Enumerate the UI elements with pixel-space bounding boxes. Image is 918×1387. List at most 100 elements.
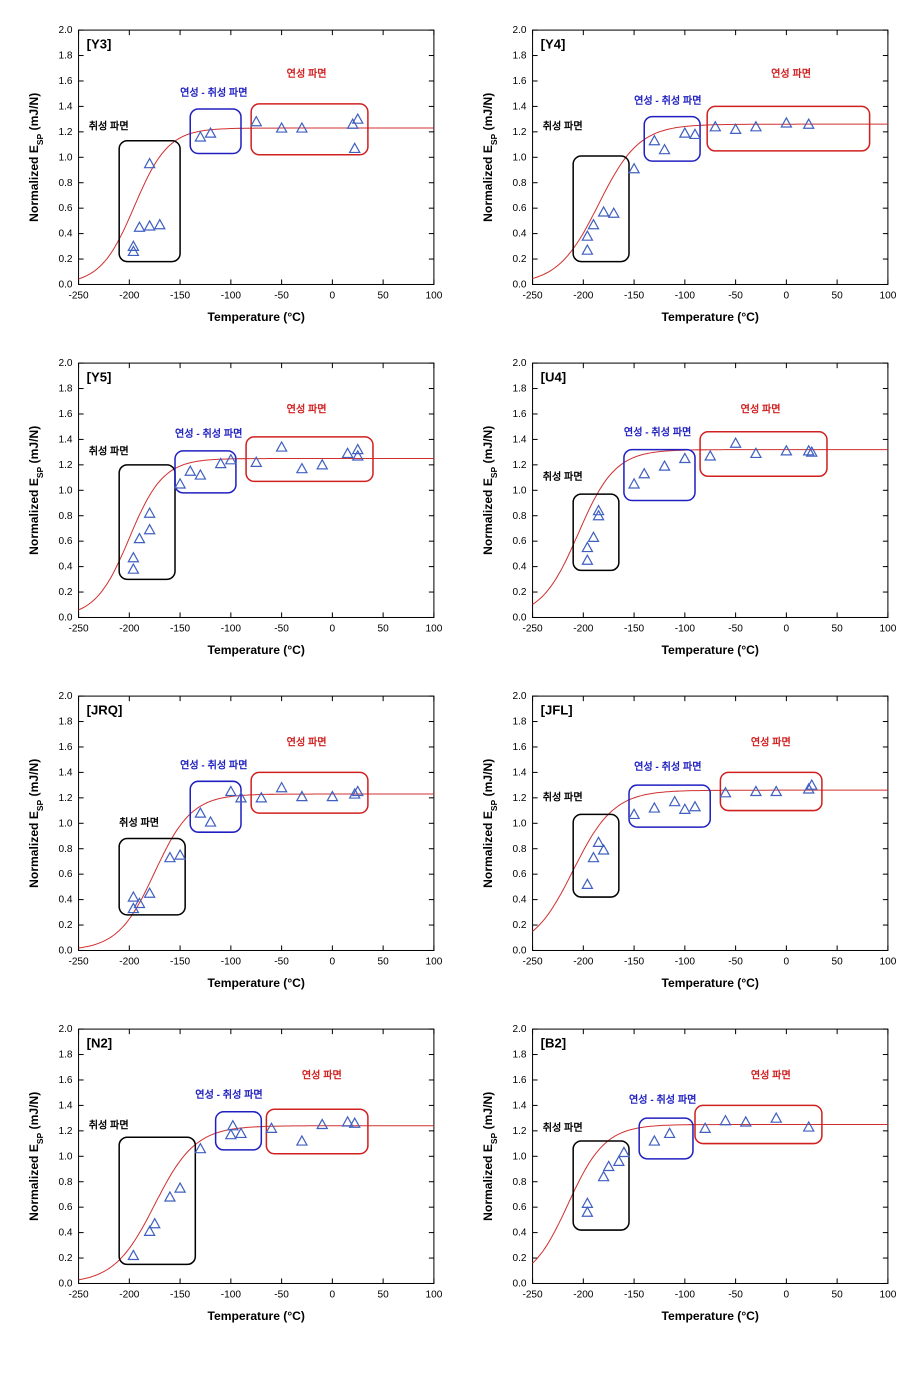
- x-tick-label: -50: [274, 1289, 289, 1300]
- x-tick-label: -100: [221, 291, 242, 302]
- region-label-ductile: 연성 파면: [287, 67, 327, 80]
- y-tick-label: 1.8: [58, 1049, 72, 1060]
- region-label-transition: 연성 - 취성 파면: [629, 1093, 696, 1106]
- x-tick-label: 50: [378, 1289, 390, 1300]
- y-tick-label: 1.4: [512, 767, 526, 778]
- x-tick-label: -200: [573, 956, 594, 967]
- x-axis-label: Temperature (°C): [661, 310, 758, 324]
- x-tick-label: 50: [378, 956, 390, 967]
- y-tick-label: 0.0: [58, 612, 72, 623]
- y-tick-label: 1.6: [58, 76, 72, 87]
- chart-panel-u4: -250-200-150-100-500501000.00.20.40.60.8…: [474, 353, 898, 666]
- y-tick-label: 0.2: [512, 254, 526, 265]
- plot-border: [533, 363, 888, 617]
- x-tick-label: -200: [573, 1289, 594, 1300]
- y-tick-label: 1.2: [58, 1126, 72, 1137]
- y-tick-label: 0.0: [58, 1278, 72, 1289]
- x-tick-label: -150: [170, 624, 191, 635]
- x-tick-label: 50: [832, 1289, 844, 1300]
- panel-id-label: [JRQ]: [87, 702, 123, 717]
- y-tick-label: 1.0: [58, 485, 72, 496]
- y-tick-label: 0.6: [512, 203, 526, 214]
- x-axis-label: Temperature (°C): [661, 1309, 758, 1323]
- y-tick-label: 0.2: [58, 920, 72, 931]
- x-tick-label: -250: [68, 956, 89, 967]
- y-tick-label: 2.0: [512, 25, 526, 36]
- region-label-ductile: 연성 파면: [751, 736, 791, 749]
- x-tick-label: 100: [879, 956, 896, 967]
- y-tick-label: 1.0: [58, 1151, 72, 1162]
- y-tick-label: 1.2: [512, 127, 526, 138]
- x-tick-label: -150: [624, 1289, 645, 1300]
- x-tick-label: 0: [330, 956, 336, 967]
- x-tick-label: -250: [522, 291, 543, 302]
- y-axis-label: Normalized ESP (mJ/N): [481, 426, 499, 555]
- y-tick-label: 0.4: [512, 229, 526, 240]
- chart-panel-y5: -250-200-150-100-500501000.00.20.40.60.8…: [20, 353, 444, 666]
- y-tick-label: 1.6: [512, 742, 526, 753]
- x-tick-label: -100: [675, 1289, 696, 1300]
- x-tick-label: -150: [624, 624, 645, 635]
- y-tick-label: 1.8: [58, 383, 72, 394]
- region-label-transition: 연성 - 취성 파면: [180, 758, 247, 771]
- y-tick-label: 1.6: [58, 1075, 72, 1086]
- y-tick-label: 1.4: [512, 1100, 526, 1111]
- y-tick-label: 1.8: [58, 716, 72, 727]
- y-tick-label: 1.6: [58, 409, 72, 420]
- y-tick-label: 1.0: [58, 818, 72, 829]
- y-tick-label: 0.0: [512, 945, 526, 956]
- x-tick-label: 0: [330, 1289, 336, 1300]
- x-tick-label: -50: [274, 291, 289, 302]
- x-tick-label: -250: [68, 624, 89, 635]
- x-tick-label: 100: [879, 624, 896, 635]
- y-tick-label: 2.0: [58, 1024, 72, 1035]
- y-tick-label: 0.6: [512, 1202, 526, 1213]
- x-tick-label: -150: [624, 956, 645, 967]
- y-tick-label: 1.8: [58, 51, 72, 62]
- region-label-brittle: 취성 파면: [89, 119, 129, 132]
- y-tick-label: 1.8: [512, 51, 526, 62]
- y-tick-label: 0.8: [58, 1177, 72, 1188]
- region-label-ductile: 연성 파면: [751, 1069, 791, 1082]
- y-tick-label: 0.8: [512, 844, 526, 855]
- region-label-ductile: 연성 파면: [771, 67, 811, 80]
- y-tick-label: 0.4: [58, 895, 72, 906]
- region-label-brittle: 취성 파면: [119, 816, 159, 829]
- y-tick-label: 0.2: [512, 1253, 526, 1264]
- y-tick-label: 0.4: [58, 229, 72, 240]
- x-tick-label: -50: [274, 956, 289, 967]
- panel-id-label: [Y5]: [87, 369, 112, 384]
- y-axis-label: Normalized ESP (mJ/N): [481, 1092, 499, 1221]
- x-tick-label: -150: [170, 956, 191, 967]
- y-tick-label: 0.6: [512, 536, 526, 547]
- y-tick-label: 1.4: [58, 101, 72, 112]
- y-axis-label: Normalized ESP (mJ/N): [27, 93, 45, 222]
- y-tick-label: 0.8: [512, 178, 526, 189]
- x-tick-label: -250: [68, 1289, 89, 1300]
- y-tick-label: 1.4: [58, 767, 72, 778]
- panel-id-label: [U4]: [541, 369, 567, 384]
- x-tick-label: 100: [425, 624, 442, 635]
- plot-border: [533, 696, 888, 950]
- x-tick-label: 0: [784, 624, 790, 635]
- x-tick-label: -100: [221, 624, 242, 635]
- y-tick-label: 0.4: [512, 562, 526, 573]
- y-axis-label: Normalized ESP (mJ/N): [27, 759, 45, 888]
- y-tick-label: 1.8: [512, 383, 526, 394]
- y-tick-label: 0.6: [58, 536, 72, 547]
- x-tick-label: -150: [624, 291, 645, 302]
- y-tick-label: 1.2: [512, 1126, 526, 1137]
- region-label-brittle: 취성 파면: [543, 119, 583, 132]
- x-tick-label: -100: [675, 291, 696, 302]
- y-tick-label: 0.2: [58, 587, 72, 598]
- x-axis-label: Temperature (°C): [207, 976, 304, 990]
- y-tick-label: 0.8: [512, 1177, 526, 1188]
- x-tick-label: 0: [784, 1289, 790, 1300]
- x-tick-label: 100: [879, 291, 896, 302]
- y-tick-label: 0.6: [512, 869, 526, 880]
- x-axis-label: Temperature (°C): [661, 643, 758, 657]
- y-tick-label: 0.6: [58, 869, 72, 880]
- x-tick-label: 100: [425, 291, 442, 302]
- x-tick-label: -200: [119, 1289, 140, 1300]
- region-label-transition: 연성 - 취성 파면: [195, 1088, 262, 1101]
